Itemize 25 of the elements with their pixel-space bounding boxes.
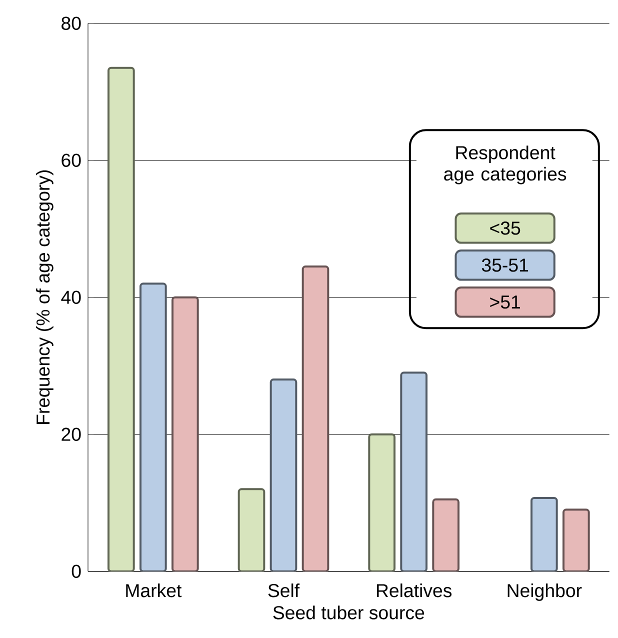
x-tick-label: Neighbor: [508, 584, 582, 601]
bar: [562, 508, 590, 572]
bar: [432, 498, 460, 572]
x-axis-title: Seed tuber source: [273, 606, 424, 620]
y-tick-label: 60: [62, 154, 81, 167]
legend-title: Respondent age categories: [444, 146, 566, 184]
text: 35-51: [482, 258, 528, 272]
bar: [172, 296, 199, 572]
bar: [368, 433, 396, 572]
text: <35: [490, 222, 520, 235]
x-tick-label: Market: [126, 584, 182, 598]
bar: [302, 266, 330, 572]
bar: [400, 372, 428, 572]
y-tick-label: 20: [62, 428, 81, 441]
bar: [530, 497, 558, 572]
text: >51: [490, 296, 520, 309]
bar: [108, 66, 135, 572]
x-tick-label: Self: [268, 584, 300, 598]
y-tick-label: 80: [62, 16, 81, 30]
y-axis-title: Frequency (% of age category): [36, 170, 54, 424]
y-tick-label: 40: [61, 290, 81, 304]
bar: [270, 378, 298, 572]
x-tick-label: Relatives: [376, 584, 452, 598]
y-tick-label: 0: [72, 564, 81, 578]
bar: [140, 282, 167, 572]
